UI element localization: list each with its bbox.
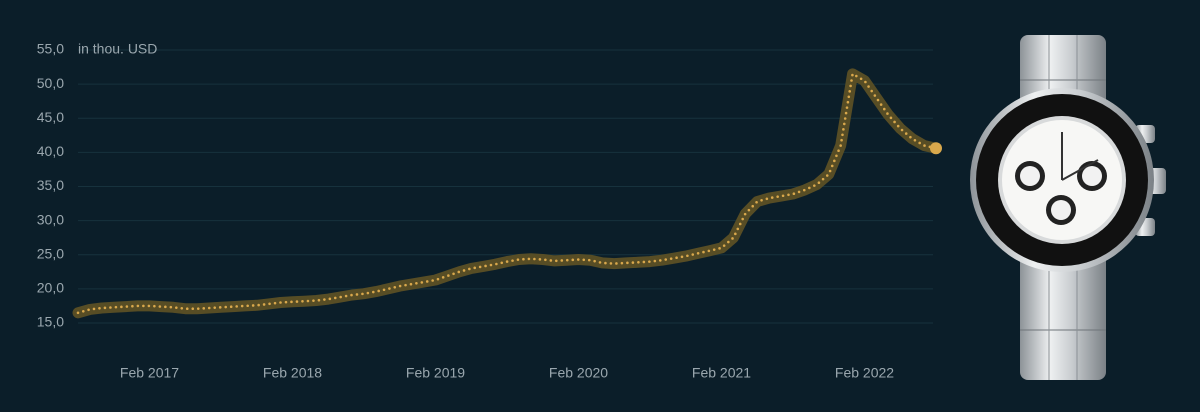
y-tick-label: 25,0 [37,245,64,261]
unit-label: in thou. USD [78,41,157,57]
y-tick-label: 20,0 [37,280,64,296]
y-tick-label: 40,0 [37,143,64,159]
y-tick-label: 30,0 [37,211,64,227]
watch-image [970,35,1166,380]
x-tick-label: Feb 2020 [549,365,608,381]
y-tick-label: 50,0 [37,75,64,91]
x-tick-label: Feb 2019 [406,365,465,381]
y-tick-label: 55,0 [37,41,64,57]
x-tick-label: Feb 2022 [835,365,894,381]
last-point [930,142,942,155]
price-band [72,68,942,319]
price-line [76,71,938,315]
y-tick-label: 45,0 [37,109,64,125]
x-tick-label: Feb 2017 [120,365,179,381]
x-tick-label: Feb 2021 [692,365,751,381]
y-tick-label: 35,0 [37,177,64,193]
x-tick-label: Feb 2018 [263,365,322,381]
y-tick-label: 15,0 [37,314,64,330]
